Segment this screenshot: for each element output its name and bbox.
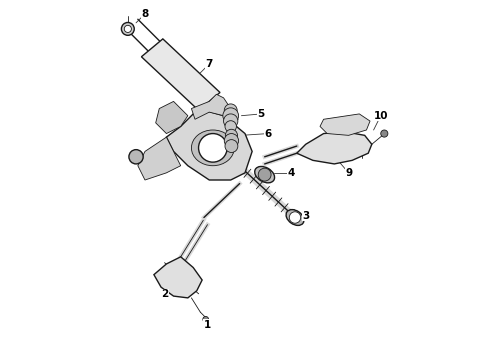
Polygon shape (142, 39, 220, 111)
Circle shape (224, 104, 237, 117)
Circle shape (381, 130, 388, 137)
Ellipse shape (192, 130, 234, 166)
Circle shape (258, 168, 271, 181)
Circle shape (223, 108, 239, 123)
Circle shape (122, 22, 134, 35)
Text: 3: 3 (302, 211, 309, 221)
Text: 9: 9 (345, 168, 352, 178)
Circle shape (198, 134, 227, 162)
Circle shape (225, 121, 237, 132)
Text: 1: 1 (204, 320, 211, 330)
Text: 7: 7 (206, 59, 213, 69)
Circle shape (225, 129, 238, 141)
Polygon shape (156, 102, 188, 134)
Text: 2: 2 (161, 289, 168, 299)
Ellipse shape (286, 210, 304, 225)
Circle shape (225, 140, 238, 153)
Circle shape (203, 316, 209, 322)
Text: 6: 6 (265, 129, 272, 139)
Polygon shape (154, 257, 202, 298)
Circle shape (124, 25, 131, 32)
Circle shape (129, 150, 143, 164)
Polygon shape (138, 137, 181, 180)
Text: 5: 5 (257, 109, 265, 119)
Polygon shape (167, 109, 252, 180)
Text: 4: 4 (288, 168, 295, 178)
Ellipse shape (255, 166, 274, 183)
Polygon shape (320, 114, 370, 135)
Polygon shape (192, 94, 231, 119)
Polygon shape (297, 132, 372, 164)
Text: 10: 10 (373, 111, 388, 121)
Text: 8: 8 (141, 9, 148, 19)
Circle shape (289, 212, 301, 223)
Circle shape (223, 114, 238, 128)
Circle shape (224, 134, 239, 148)
